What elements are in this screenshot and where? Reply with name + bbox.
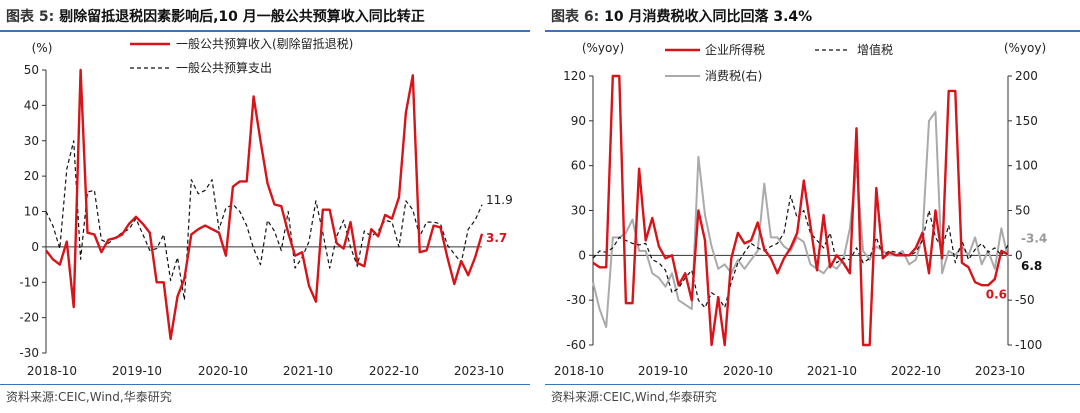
- right-right-y-tick-label: 0: [1015, 248, 1023, 262]
- left-y-tick-label: -20: [19, 311, 39, 325]
- right-end-label-consumption-tax: -3.4: [1021, 231, 1047, 245]
- right-left-y-tick-label: 30: [571, 204, 586, 218]
- left-series-expenditure-line: [45, 140, 483, 301]
- left-chart-title: 图表 5: 剔除留抵退税因素影响后,10 月一般公共预算收入同比转正: [6, 6, 425, 26]
- right-panel: 图表 6: 10 月消费税收入同比回落 3.4% -60 -30 0 30 60 90 12…: [545, 0, 1080, 413]
- left-y-tick-label: -10: [19, 275, 39, 289]
- right-left-y-tick-label: -60: [566, 338, 586, 352]
- left-y-tick-label: 0: [31, 240, 39, 254]
- right-right-y-tick-label: 100: [1015, 159, 1038, 173]
- right-left-y-tick-label: -30: [566, 293, 586, 307]
- left-y-tick-label: 10: [24, 205, 39, 219]
- right-left-y-tick-label: 120: [563, 69, 586, 83]
- right-end-label-vat: 6.8: [1021, 259, 1042, 273]
- right-chart-title: 图表 6: 10 月消费税收入同比回落 3.4%: [551, 6, 812, 26]
- right-x-tick-label: 2022-10: [891, 364, 941, 378]
- left-legend-label-expenditure: 一般公共预算支出: [176, 60, 272, 75]
- left-y-tick-label: 50: [24, 63, 39, 77]
- right-left-y-tick-label: 60: [571, 159, 586, 173]
- left-y-tick-label: -30: [19, 346, 39, 360]
- right-x-tick-label: 2019-10: [638, 364, 688, 378]
- right-left-y-axis-label: (%yoy): [582, 41, 624, 55]
- left-panel: 图表 5: 剔除留抵退税因素影响后,10 月一般公共预算收入同比转正 -30 -2…: [0, 0, 530, 413]
- left-legend-label-revenue: 一般公共预算收入(剔除留抵退税): [176, 36, 353, 51]
- left-y-tick-label: 40: [24, 98, 39, 112]
- right-legend-label-consumption-tax: 消费税(右): [705, 68, 762, 83]
- right-right-y-axis-label: (%yoy): [1004, 41, 1046, 55]
- right-legend-label-cit: 企业所得税: [705, 42, 765, 57]
- right-source: 资料来源:CEIC,Wind,华泰研究: [551, 390, 717, 404]
- right-right-y-tick-label: 200: [1015, 69, 1038, 83]
- right-right-y-tick-label: 150: [1015, 114, 1038, 128]
- right-legend-label-vat: 增值税: [857, 42, 893, 57]
- left-x-tick-label: 2019-10: [112, 364, 162, 378]
- left-end-label-revenue: 3.7: [486, 231, 507, 245]
- left-x-tick-label: 2020-10: [198, 364, 248, 378]
- right-series-cit-line: [592, 74, 1009, 347]
- left-chart-title-label: 图表 5:: [6, 9, 55, 25]
- left-chart: -30 -20 -10 0 10 20 30 40 50 (%) 2018-10 2019-10 202…: [19, 36, 513, 378]
- right-right-y-tick-label: 50: [1015, 204, 1030, 218]
- left-end-label-expenditure: 11.9: [486, 193, 513, 207]
- left-bottom-rule: [0, 384, 530, 385]
- left-x-tick-label: 2023-10: [454, 364, 504, 378]
- right-bottom-rule: [545, 384, 1080, 385]
- right-chart-title-text: 10 月消费税收入同比回落 3.4%: [604, 9, 813, 25]
- left-top-rule: [0, 30, 530, 32]
- right-series-consumption-tax-line: [592, 110, 1009, 329]
- left-y-axis-label: (%): [32, 41, 53, 55]
- right-left-y-tick-label: 90: [571, 114, 586, 128]
- right-chart-title-label: 图表 6:: [551, 9, 600, 25]
- right-x-tick-label: 2023-10: [975, 364, 1025, 378]
- right-top-rule: [545, 30, 1080, 32]
- right-right-y-tick-label: -50: [1015, 293, 1035, 307]
- left-x-tick-label: 2021-10: [283, 364, 333, 378]
- left-series-revenue-line: [45, 68, 484, 341]
- left-y-tick-label: 30: [24, 134, 39, 148]
- right-x-tick-label: 2018-10: [554, 364, 604, 378]
- right-chart: -60 -30 0 30 60 90 120 -100 -50 0 50 100 150 200 (%yoy…: [554, 41, 1047, 378]
- right-left-y-tick-label: 0: [578, 248, 586, 262]
- right-x-tick-label: 2020-10: [723, 364, 773, 378]
- left-y-tick-label: 20: [24, 169, 39, 183]
- left-source: 资料来源:CEIC,Wind,华泰研究: [6, 390, 172, 404]
- left-chart-title-text: 剔除留抵退税因素影响后,10 月一般公共预算收入同比转正: [59, 9, 425, 25]
- left-x-tick-label: 2022-10: [369, 364, 419, 378]
- left-x-tick-label: 2018-10: [27, 364, 77, 378]
- right-x-tick-label: 2021-10: [807, 364, 857, 378]
- right-end-label-cit: 0.6: [986, 287, 1007, 301]
- right-right-y-tick-label: -100: [1015, 338, 1042, 352]
